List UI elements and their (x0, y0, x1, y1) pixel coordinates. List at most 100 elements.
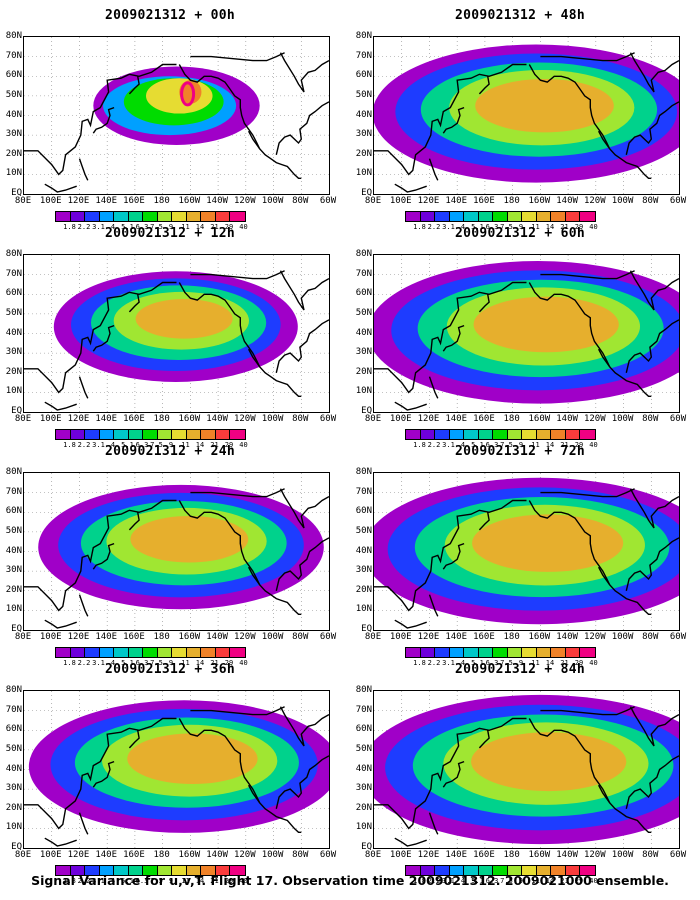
lat-tick-label: 50N (5, 743, 22, 754)
lon-tick-label: 100E (389, 414, 412, 424)
lat-tick-label: 30N (355, 347, 372, 358)
colorbar-label: 1.8 (413, 223, 426, 231)
colorbar-swatch (201, 212, 216, 221)
colorbar-swatch (186, 866, 201, 875)
colorbar-label: 1.8 (413, 441, 426, 449)
lon-tick-label: 180 (153, 414, 170, 424)
lon-tick-label: 140W (556, 850, 578, 860)
colorbar-label: 2.2 (427, 659, 441, 667)
lon-tick-label: 160E (123, 632, 145, 642)
forecast-panel: 2009021312 + 48h 80N 70N 60N 50N 40N 30N 20N 10N… (350, 8, 690, 233)
colorbar-label: 29 (574, 659, 584, 667)
lon-tick-label: 100W (261, 414, 284, 424)
lat-tick-label: 10N (355, 822, 372, 833)
lon-tick-label: 60W (319, 850, 337, 860)
map-svg (374, 473, 679, 630)
lon-tick-label: 140E (445, 196, 468, 206)
colorbar-label: 1.8 (413, 659, 426, 667)
lat-tick-label: 70N (355, 50, 372, 61)
colorbar (405, 647, 596, 658)
lon-tick-label: 80W (292, 850, 309, 860)
map-plot (23, 254, 330, 413)
forecast-panel: 2009021312 + 36h 80N 70N 60N 50N 40N 30N 20N 10N… (0, 662, 340, 887)
lon-tick-label: 100E (389, 196, 412, 206)
colorbar-swatch (172, 430, 187, 439)
colorbar-label: 6.3 (485, 877, 499, 885)
lat-tick-label: 70N (5, 268, 22, 279)
panel-title: 2009021312 + 00h (104, 8, 236, 23)
colorbar-swatch (230, 648, 245, 657)
colorbar-label: 21 (210, 441, 219, 449)
colorbar-swatch (464, 866, 479, 875)
colorbar-label: 11 (531, 223, 540, 231)
lat-tick-label: 40N (355, 545, 372, 556)
lat-tick-label: 10N (355, 604, 372, 615)
coastline (247, 566, 261, 586)
colorbar-swatch (99, 648, 114, 657)
lon-tick-label: 120W (233, 196, 256, 206)
lon-tick-label: 60W (669, 196, 687, 206)
map-plot (23, 36, 330, 195)
lon-tick-label: 140W (206, 196, 228, 206)
lon-tick-label: 120W (233, 414, 256, 424)
colorbar-label: 2.2 (77, 877, 91, 885)
colorbar-swatch (551, 648, 566, 657)
coastline (24, 63, 177, 176)
colorbar-swatch (478, 866, 493, 875)
lon-tick-label: 160E (473, 632, 495, 642)
lat-tick-label: 60N (355, 288, 372, 299)
colorbar-label: 1.8 (63, 441, 76, 449)
colorbar-swatch (201, 648, 216, 657)
colorbar-swatch (580, 866, 595, 875)
lon-tick-label: 180 (503, 414, 520, 424)
map-plot (373, 36, 680, 195)
colorbar-swatch (157, 430, 172, 439)
lat-tick-label: 60N (5, 288, 22, 299)
colorbar-swatch (85, 212, 100, 221)
colorbar (405, 865, 596, 876)
colorbar-label: 3.1 (442, 223, 455, 231)
colorbar-label: 4 (110, 441, 116, 449)
lat-tick-label: 60N (5, 724, 22, 735)
colorbar-label: 11 (531, 659, 540, 667)
colorbar-swatch (536, 648, 551, 657)
colorbar-label: 29 (224, 877, 234, 885)
lon-tick-label: 80E (364, 632, 382, 642)
colorbar-swatch (478, 430, 493, 439)
colorbar-swatch (143, 212, 158, 221)
coastline (629, 706, 679, 747)
lon-tick-label: 80W (292, 414, 309, 424)
coastline (44, 619, 77, 629)
colorbar-label: 40 (589, 223, 598, 231)
colorbar-swatch (215, 648, 230, 657)
colorbar-label: 5.1 (121, 877, 134, 885)
lon-tick-label: 100W (611, 196, 634, 206)
colorbar-swatch (493, 866, 508, 875)
lon-tick-label: 80E (14, 196, 32, 206)
colorbar-label: 11 (531, 441, 540, 449)
colorbar-swatch (99, 866, 114, 875)
colorbar-swatch (70, 866, 85, 875)
lon-tick-label: 60W (319, 196, 337, 206)
lat-tick-label: 10N (5, 386, 22, 397)
colorbar-label: 7.5 (500, 223, 513, 231)
colorbar-label: 7.5 (500, 441, 513, 449)
lon-tick-label: 160W (178, 632, 201, 642)
colorbar-swatch (157, 648, 172, 657)
lon-tick-label: 120E (417, 850, 440, 860)
lon-tick-label: 120W (583, 632, 606, 642)
colorbar-label: 9 (518, 223, 524, 231)
coastline (597, 784, 611, 804)
colorbar-label: 6.3 (485, 659, 499, 667)
lon-tick-label: 100E (389, 632, 412, 642)
coastline (190, 706, 285, 716)
colorbar-label: 6.3 (135, 223, 149, 231)
colorbar-swatch (128, 430, 143, 439)
coastline (394, 401, 427, 411)
colorbar-swatch (522, 212, 537, 221)
colorbar-label: 6.3 (485, 223, 499, 231)
colorbar-swatch (99, 430, 114, 439)
colorbar-swatch (157, 212, 172, 221)
colorbar-label: 40 (589, 659, 598, 667)
coastline (478, 76, 490, 95)
